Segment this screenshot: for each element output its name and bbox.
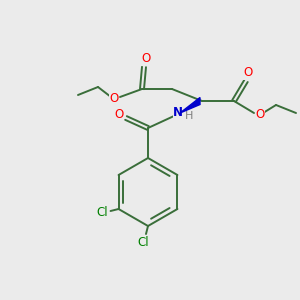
Text: O: O [141,52,151,65]
Text: H: H [185,111,193,121]
Text: O: O [114,109,124,122]
Text: N: N [173,106,183,119]
Text: Cl: Cl [97,206,108,220]
Text: O: O [110,92,118,106]
Text: O: O [255,109,265,122]
Text: O: O [243,67,253,80]
Polygon shape [180,98,200,113]
Text: Cl: Cl [137,236,149,248]
